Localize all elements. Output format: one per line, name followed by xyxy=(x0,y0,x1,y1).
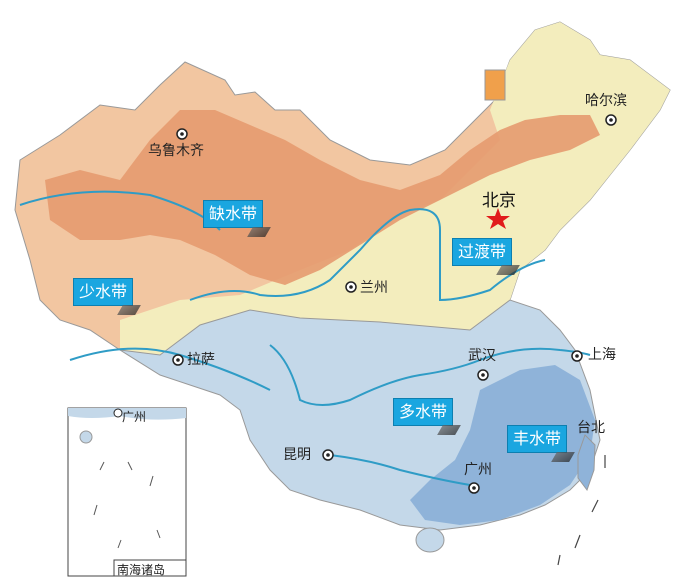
taipei-label: 台北 xyxy=(577,420,605,436)
shanghai-label: 上海 xyxy=(588,347,616,363)
lhasa-label: 拉萨 xyxy=(187,352,215,368)
guangzhou-label: 广州 xyxy=(464,462,492,478)
yellow-river xyxy=(189,208,546,302)
beijing-label: 北京 xyxy=(482,191,516,211)
zone-label-fengshui: 丰水带 xyxy=(507,425,568,453)
kunming-label: 昆明 xyxy=(283,447,311,463)
pearl-river xyxy=(329,454,471,486)
fengshui-region xyxy=(410,365,595,525)
inset-guangzhou-label: 广州 xyxy=(122,410,147,424)
harbin-label: 哈尔滨 xyxy=(585,93,627,109)
northeast-patch xyxy=(484,69,506,101)
urumqi-label: 乌鲁木齐 xyxy=(148,143,204,159)
zone-label-duoshui: 多水带 xyxy=(393,398,454,426)
inset-islands xyxy=(93,461,161,549)
inset-guangzhou-marker xyxy=(113,408,123,418)
yangtze-river xyxy=(269,344,591,406)
zone-label-guodu: 过渡带 xyxy=(452,238,513,266)
lanzhou-label: 兰州 xyxy=(360,280,388,296)
inset-title-box xyxy=(113,559,187,577)
inset-title: 南海诸岛 xyxy=(117,563,166,577)
inset-hainan xyxy=(79,430,93,444)
inset-coast xyxy=(68,408,186,420)
hainan-island xyxy=(415,527,445,553)
queshui-region xyxy=(45,110,600,285)
beijing-star-icon xyxy=(486,208,510,229)
boundary-dashes xyxy=(557,455,606,566)
zone-label-shaoshui: 少水带 xyxy=(73,278,134,306)
zone-label-queshui: 缺水带 xyxy=(203,200,264,228)
city-marker-dots xyxy=(176,118,613,490)
wuhan-label: 武汉 xyxy=(468,348,496,364)
taiwan-island xyxy=(577,434,596,492)
guodu-region xyxy=(120,22,670,355)
